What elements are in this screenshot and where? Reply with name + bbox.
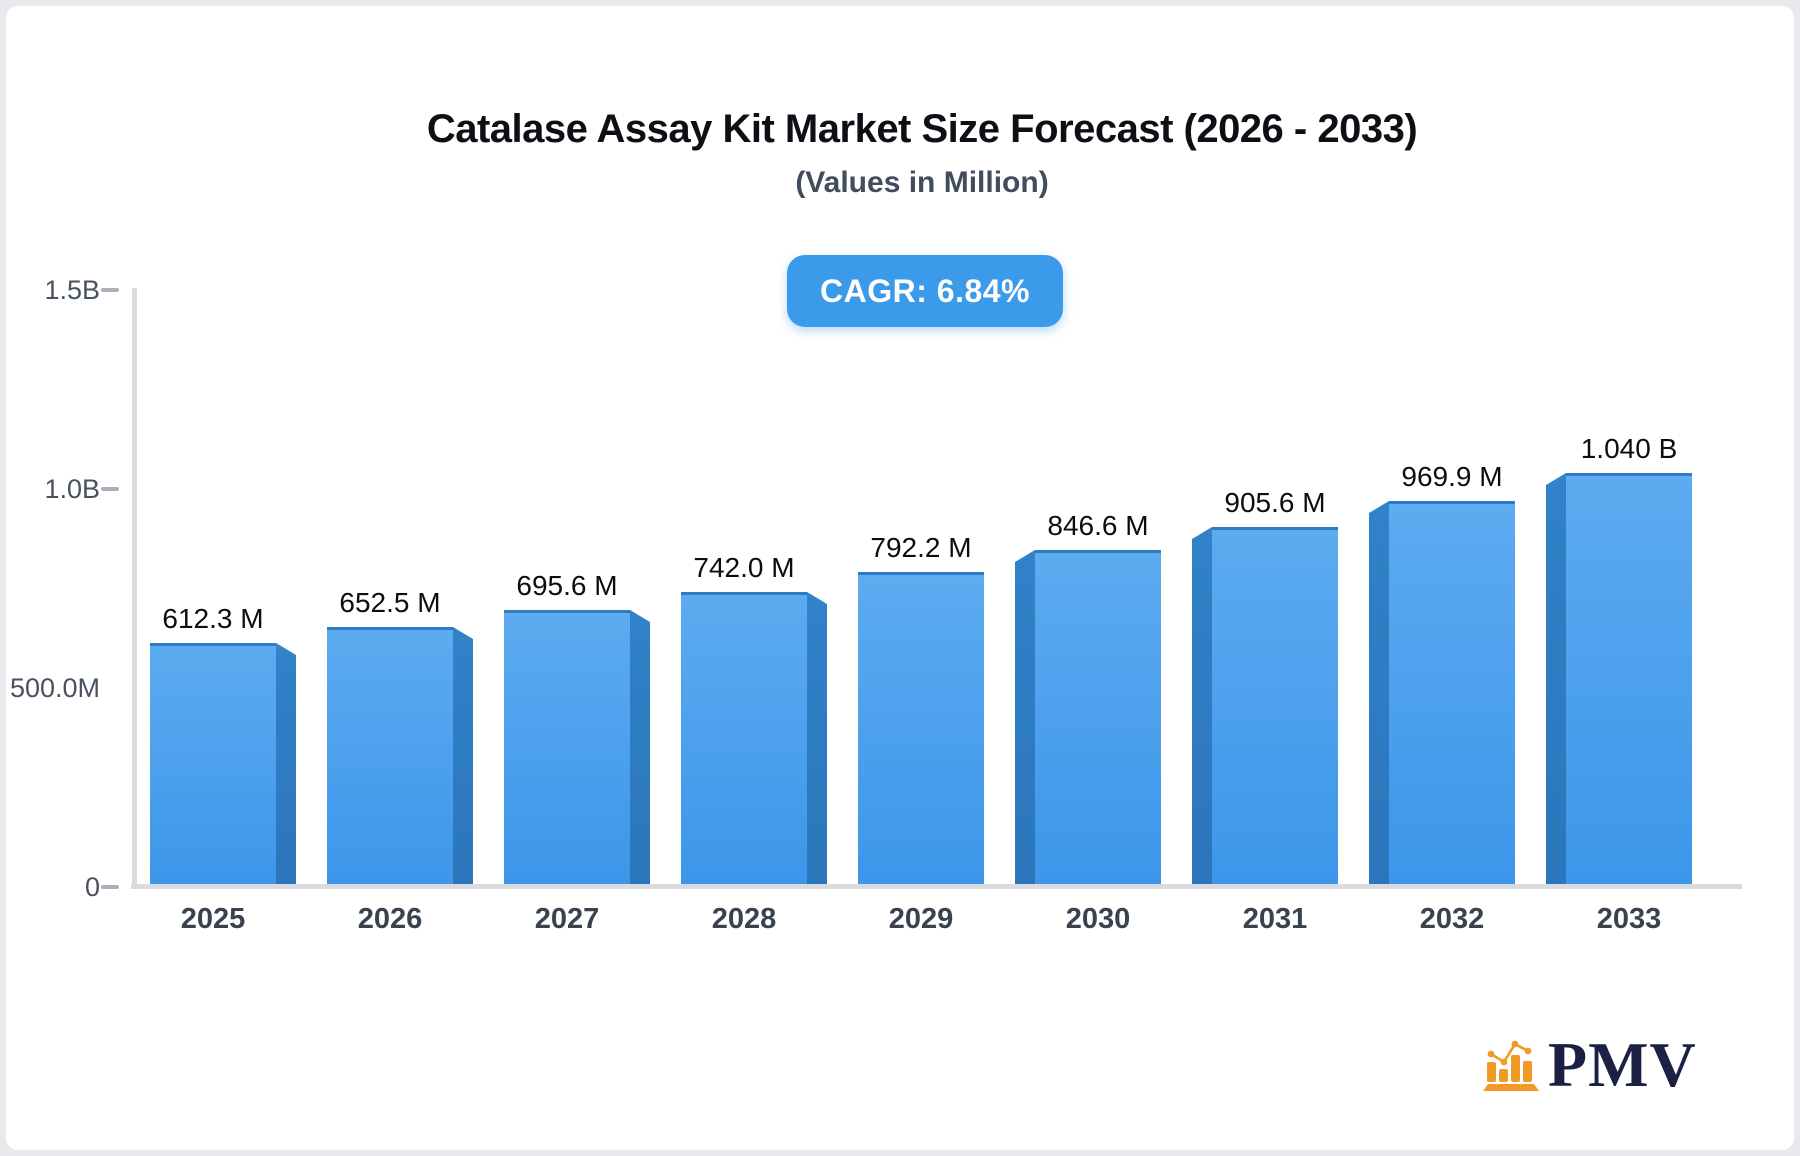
bar-2032 xyxy=(1389,501,1515,886)
bar-2026 xyxy=(327,627,453,886)
x-axis-label: 2027 xyxy=(534,903,600,935)
y-axis-line xyxy=(132,288,137,889)
x-axis-label: 2029 xyxy=(888,903,954,935)
bar-3d-side xyxy=(276,643,296,886)
bar-value-label: 846.6 M xyxy=(1047,510,1149,541)
bar-2030 xyxy=(1035,550,1161,886)
logo-text: PMV xyxy=(1548,1029,1697,1100)
bar-3d-side xyxy=(630,610,650,886)
x-axis-line xyxy=(131,884,1742,889)
chart-subtitle: (Values in Million) xyxy=(795,166,1049,199)
chart-title: Catalase Assay Kit Market Size Forecast … xyxy=(426,107,1418,151)
bar-2031 xyxy=(1212,527,1338,886)
pmv-logo: PMV xyxy=(1480,1029,1697,1100)
x-axis-label: 2030 xyxy=(1065,903,1131,935)
bar-2028 xyxy=(681,592,807,886)
y-axis-label: 1.5B xyxy=(44,275,100,305)
x-axis-label: 2031 xyxy=(1242,903,1308,935)
bar-3d-side xyxy=(1546,473,1566,886)
bar-3d-side xyxy=(807,592,827,886)
bar-2029 xyxy=(858,572,984,886)
bar-value-label: 792.2 M xyxy=(870,532,972,563)
bar-value-label: 695.6 M xyxy=(516,570,618,601)
bar-value-label: 612.3 M xyxy=(162,603,264,634)
bar-3d-side xyxy=(453,627,473,886)
cagr-badge: CAGR: 6.84% xyxy=(787,255,1063,327)
bar-value-label: 652.5 M xyxy=(339,587,441,618)
x-axis-label: 2025 xyxy=(180,903,246,935)
x-axis-label: 2028 xyxy=(711,903,777,935)
bar-value-label: 1.040 B xyxy=(1580,433,1678,464)
y-axis-tick xyxy=(101,288,119,292)
bar-value-label: 905.6 M xyxy=(1224,487,1326,518)
y-axis-label: 500.0M xyxy=(9,673,100,703)
bar-3d-side xyxy=(1369,501,1389,886)
x-axis-label: 2033 xyxy=(1596,903,1662,935)
x-axis-label: 2032 xyxy=(1419,903,1485,935)
y-axis-tick xyxy=(101,487,119,491)
bar-chart-trend-icon xyxy=(1483,1040,1539,1091)
bar-value-label: 742.0 M xyxy=(693,552,795,583)
x-axis-label: 2026 xyxy=(357,903,423,935)
y-axis-label: 0 xyxy=(84,872,100,902)
y-axis-label: 1.0B xyxy=(44,474,100,504)
bar-value-label: 969.9 M xyxy=(1401,461,1503,492)
bar-3d-side xyxy=(1192,527,1212,886)
bar-2025 xyxy=(150,643,276,886)
y-axis-tick xyxy=(101,885,119,889)
bar-3d-side xyxy=(1015,550,1035,886)
bar-2027 xyxy=(504,610,630,886)
bar-2033 xyxy=(1566,473,1692,886)
